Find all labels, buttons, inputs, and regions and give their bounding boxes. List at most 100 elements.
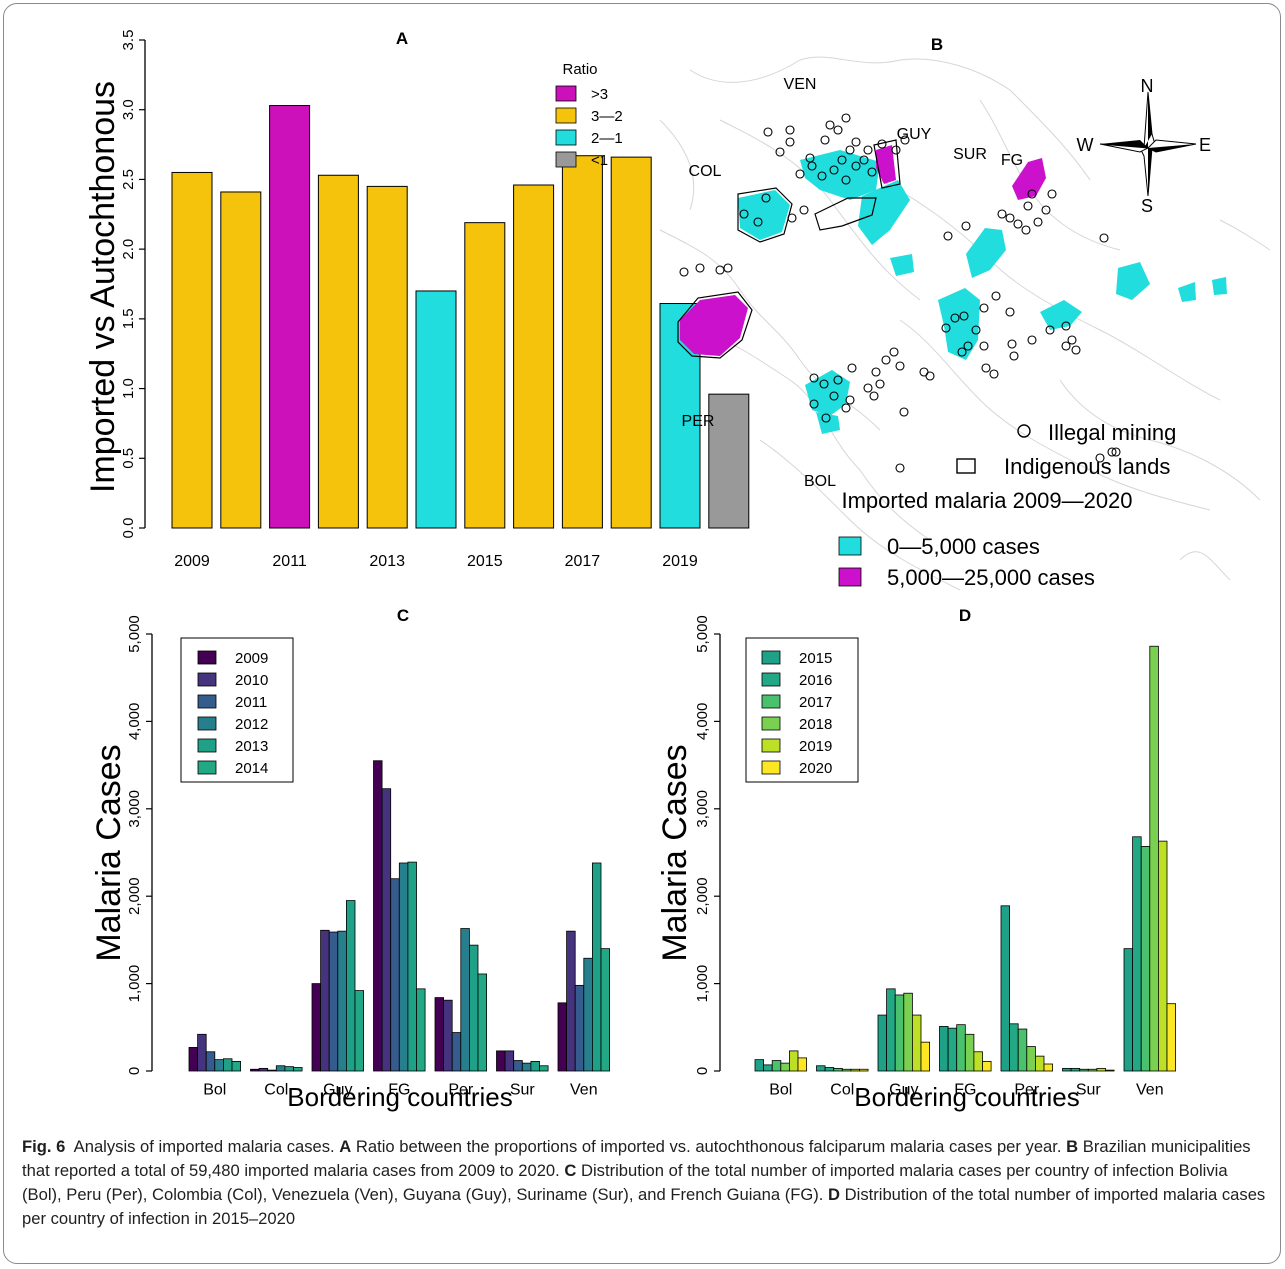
caption-b-label: B xyxy=(1066,1137,1079,1156)
mining-marker xyxy=(1099,233,1109,243)
panel-d-legend-swatch xyxy=(761,716,781,731)
country-label-col: COL xyxy=(689,163,722,180)
panel-c-x-tick-labels: Bol Col Guy FG Per Sur Ven xyxy=(203,1081,597,1098)
caption-c-label: C xyxy=(564,1161,577,1180)
panel-a-bar-2020 xyxy=(708,393,750,529)
mining-marker xyxy=(1009,351,1019,361)
caption-fig-label: Fig. 6 xyxy=(22,1137,66,1156)
mining-marker xyxy=(809,373,819,383)
panel-a-legend-label: 2—1 xyxy=(591,130,623,147)
mining-marker xyxy=(847,363,857,373)
country-label-guy: GUY xyxy=(897,126,932,143)
panel-c-bar-guy-2010 xyxy=(320,929,330,1072)
figure-canvas: A Imported vs Autochthonous 0.0 0.5 1.0 1.5… xyxy=(84,29,1271,1112)
panel-c-bar-col-2014 xyxy=(293,1067,303,1072)
panel-c-bar-col-2010 xyxy=(258,1067,269,1072)
mining-marker xyxy=(943,231,953,241)
mining-marker xyxy=(863,145,873,155)
panel-d-bar-per-2017 xyxy=(1017,1028,1028,1072)
mining-marker xyxy=(817,171,827,181)
panel-a-legend-label: 3—2 xyxy=(591,108,623,125)
panel-a-y-tick-label: 1.5 xyxy=(120,308,137,329)
panel-a-bar-2015 xyxy=(464,222,506,529)
mining-marker xyxy=(941,323,951,333)
country-label-per: PER xyxy=(682,413,715,430)
panel-d-bar-col-2015 xyxy=(816,1065,826,1072)
mining-marker xyxy=(895,361,905,371)
panel-a-x-tick-label: 2011 xyxy=(272,553,307,570)
mining-marker xyxy=(871,367,881,377)
legend-low-label: 0—5,000 cases xyxy=(887,534,1040,559)
panel-d-x-tick-labels: Bol Col Guy FG Per Sur Ven xyxy=(769,1081,1163,1098)
caption-c-text: Distribution of the total number of impo… xyxy=(22,1161,1228,1204)
panel-c-bar-bol-2014 xyxy=(231,1060,242,1072)
panel-d-bars xyxy=(754,645,1177,1072)
mining-marker xyxy=(950,313,960,323)
mining-marker xyxy=(763,127,773,137)
panel-a-bar-2016 xyxy=(513,184,555,529)
panel-d-x-tick-label: Col xyxy=(830,1081,854,1098)
panel-c-legend-label: 2011 xyxy=(235,694,267,711)
mining-marker xyxy=(877,139,887,149)
mining-marker xyxy=(821,413,831,423)
panel-d-chart: D Malaria Cases Bordering countries 0 1,0… xyxy=(656,606,1177,1112)
panel-c-bar-guy-2012 xyxy=(337,930,347,1072)
panel-c-bar-fg-2013 xyxy=(407,861,417,1072)
panel-a-bar-2018 xyxy=(610,156,652,529)
mining-marker xyxy=(1061,321,1071,331)
panel-c-bar-sur-2009 xyxy=(496,1050,506,1072)
panel-d-y-tick-label: 0 xyxy=(694,1067,711,1075)
panel-c-bar-col-2009 xyxy=(250,1068,260,1072)
panel-c-chart: C Malaria Cases Bordering countries 0 1,0… xyxy=(90,606,611,1112)
mining-marker xyxy=(837,155,847,165)
panel-a-y-ticks: 0.0 0.5 1.0 1.5 2.0 2.5 3.0 3.5 xyxy=(120,30,145,538)
mining-marker xyxy=(961,221,971,231)
panel-d-legend-label: 2018 xyxy=(799,716,832,733)
mining-marker xyxy=(959,311,969,321)
panel-c-bar-fg-2012 xyxy=(398,862,409,1072)
mining-marker xyxy=(1027,189,1037,199)
mining-marker xyxy=(989,369,999,379)
panel-a-x-tick-label: 2019 xyxy=(662,553,698,570)
panel-d-bar-per-2020 xyxy=(1043,1063,1054,1072)
compass-north: N xyxy=(1141,76,1154,96)
panel-a-y-tick-label: 1.0 xyxy=(120,378,137,399)
mining-marker xyxy=(845,395,855,405)
mining-marker xyxy=(820,135,830,145)
panel-c-legend-label: 2014 xyxy=(235,760,268,777)
panel-d-bar-per-2018 xyxy=(1026,1046,1036,1072)
mining-marker xyxy=(1067,335,1077,345)
mining-marker xyxy=(991,291,1001,301)
mining-marker xyxy=(785,137,795,147)
panel-a-x-tick-label: 2013 xyxy=(369,553,405,570)
panel-c-ylabel: Malaria Cases xyxy=(90,744,128,961)
compass-south: S xyxy=(1141,196,1153,216)
panel-d-bar-bol-2019 xyxy=(789,1050,799,1072)
mining-marker xyxy=(1061,341,1071,351)
legend-mining-label: Illegal mining xyxy=(1048,420,1176,445)
panel-d-legend-label: 2015 xyxy=(799,650,832,667)
panel-d-bar-bol-2020 xyxy=(797,1057,808,1072)
panel-a-bar-2012 xyxy=(317,174,359,529)
panel-d-x-tick-label: Per xyxy=(1014,1081,1040,1098)
panel-d-bar-guy-2018 xyxy=(903,992,913,1072)
mining-marker xyxy=(807,161,817,171)
compass-rose: N S W E xyxy=(1077,76,1212,216)
panel-a-bar-2010 xyxy=(220,191,262,529)
panel-c-legend-label: 2010 xyxy=(235,672,268,689)
panel-c-legend-label: 2013 xyxy=(235,738,268,755)
mining-marker xyxy=(971,325,981,335)
panel-c-legend-swatch xyxy=(197,716,217,731)
map-indigenous-land-outlines xyxy=(677,139,901,359)
panel-a-legend-title: Ratio xyxy=(562,61,597,78)
legend-low-swatch xyxy=(838,536,862,556)
caption-a-label: A xyxy=(339,1137,352,1156)
panel-c-bar-ven-2011 xyxy=(574,984,585,1072)
map-legend: Illegal mining Indigenous lands Imported… xyxy=(838,420,1176,590)
panel-c-legend-label: 2009 xyxy=(235,650,268,667)
panel-b-label: B xyxy=(931,35,943,54)
mining-marker xyxy=(895,463,905,473)
panel-d-bar-col-2017 xyxy=(833,1067,843,1072)
panel-c-legend-swatch xyxy=(197,694,217,709)
panel-a-label: A xyxy=(396,29,408,48)
